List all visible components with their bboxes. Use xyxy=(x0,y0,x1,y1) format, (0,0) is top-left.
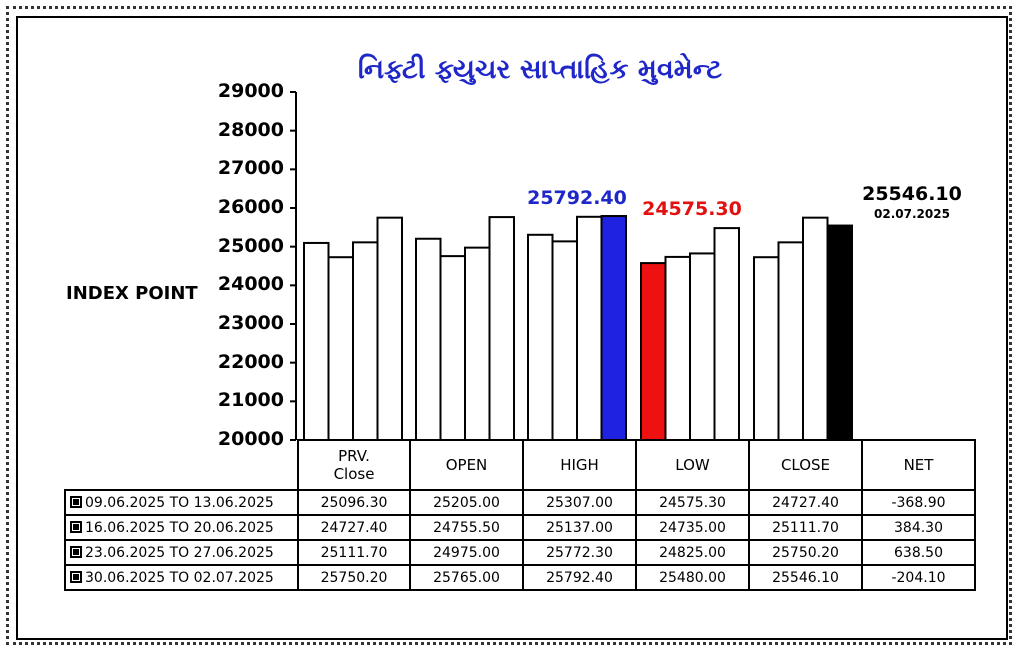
table-cell: 638.50 xyxy=(861,539,976,566)
bar-high-week-4 xyxy=(600,215,627,441)
y-tick-label: 26000 xyxy=(217,196,284,218)
chart-frame xyxy=(16,16,1008,640)
y-tick-label: 23000 xyxy=(217,312,284,334)
table-cell: 25765.00 xyxy=(409,564,524,591)
header-high: HIGH xyxy=(522,439,637,491)
legend-square-icon xyxy=(70,520,82,533)
header-low: LOW xyxy=(635,439,750,491)
close-date-annotation: 02.07.2025 xyxy=(874,207,950,221)
bar-close-week-4 xyxy=(826,224,853,441)
table-cell: 24727.40 xyxy=(748,489,863,516)
y-tick-label: 29000 xyxy=(217,80,284,102)
bar-high-week-2 xyxy=(551,240,578,441)
low-annotation: 24575.30 xyxy=(642,198,742,220)
table-row: 30.06.2025 TO 02.07.2025 25750.20 25765.… xyxy=(64,564,976,591)
row-label-text: 16.06.2025 TO 20.06.2025 xyxy=(85,519,274,536)
y-axis-label: INDEX POINT xyxy=(66,283,198,304)
legend-square-icon xyxy=(70,495,82,508)
dotted-frame xyxy=(6,6,1012,645)
table-cell: 24575.30 xyxy=(635,489,750,516)
bar-low-week-4 xyxy=(713,227,740,441)
bar-open-week-2 xyxy=(439,255,466,441)
table-cell: 24825.00 xyxy=(635,539,750,566)
table-cell: 25750.20 xyxy=(748,539,863,566)
bar-prv-close-week-1 xyxy=(303,241,330,441)
header-open: OPEN xyxy=(409,439,524,491)
table-header-row: PRV. Close OPEN HIGH LOW CLOSE NET xyxy=(65,439,976,491)
table-cell: 384.30 xyxy=(861,514,976,541)
table-cell: 25111.70 xyxy=(297,539,411,566)
high-annotation: 25792.40 xyxy=(527,187,627,209)
row-label-text: 23.06.2025 TO 27.06.2025 xyxy=(85,544,274,561)
bar-high-week-1 xyxy=(527,233,554,441)
bar-high-week-3 xyxy=(576,215,603,441)
legend-square-icon xyxy=(70,545,82,558)
bar-low-week-1 xyxy=(640,262,667,442)
header-prv-close: PRV. Close xyxy=(297,439,411,491)
y-tick-label: 20000 xyxy=(217,428,284,450)
header-prv-close-label: PRV. Close xyxy=(333,447,375,483)
header-close: CLOSE xyxy=(748,439,863,491)
bar-open-week-3 xyxy=(464,246,491,441)
table-corner xyxy=(65,440,298,490)
table-cell: 25096.30 xyxy=(297,489,411,516)
bar-prv-close-week-3 xyxy=(352,241,379,441)
table-cell: -204.10 xyxy=(861,564,976,591)
table-cell: 25772.30 xyxy=(522,539,637,566)
data-table: PRV. Close OPEN HIGH LOW CLOSE NET 09.06… xyxy=(64,439,976,591)
bar-low-week-3 xyxy=(689,252,716,441)
table-cell: -368.90 xyxy=(861,489,976,516)
row-label: 09.06.2025 TO 13.06.2025 xyxy=(64,489,299,516)
y-tick-label: 21000 xyxy=(217,389,284,412)
table-cell: 24975.00 xyxy=(409,539,524,566)
table-cell: 24727.40 xyxy=(297,514,411,541)
table-cell: 25137.00 xyxy=(522,514,637,541)
table-cell: 25205.00 xyxy=(409,489,524,516)
bar-open-week-4 xyxy=(488,216,515,441)
table-cell: 25111.70 xyxy=(748,514,863,541)
bar-close-week-2 xyxy=(777,241,804,441)
y-tick-label: 28000 xyxy=(217,118,284,141)
row-label-text: 30.06.2025 TO 02.07.2025 xyxy=(85,569,274,586)
table-row: 23.06.2025 TO 27.06.2025 25111.70 24975.… xyxy=(64,539,976,566)
bar-prv-close-week-4 xyxy=(376,216,403,441)
table-row: 09.06.2025 TO 13.06.2025 25096.30 25205.… xyxy=(64,489,976,516)
bar-prv-close-week-2 xyxy=(327,256,354,442)
bar-low-week-2 xyxy=(664,255,691,441)
table-row: 16.06.2025 TO 20.06.2025 24727.40 24755.… xyxy=(64,514,976,541)
row-label: 16.06.2025 TO 20.06.2025 xyxy=(64,514,299,541)
row-label-text: 09.06.2025 TO 13.06.2025 xyxy=(85,494,274,511)
chart-title: નિફ્ટી ફ્યુચર સાપ્તાહિક મુવમેન્ટ xyxy=(357,54,723,85)
table-cell: 24755.50 xyxy=(409,514,524,541)
table-cell: 25750.20 xyxy=(297,564,411,591)
bar-open-week-1 xyxy=(415,237,442,441)
bar-close-week-3 xyxy=(802,216,829,441)
y-tick-label: 24000 xyxy=(217,273,284,296)
y-tick-label: 27000 xyxy=(217,157,284,180)
row-label: 23.06.2025 TO 27.06.2025 xyxy=(64,539,299,566)
table-cell: 25546.10 xyxy=(748,564,863,591)
bar-close-week-1 xyxy=(753,256,780,442)
table-cell: 25792.40 xyxy=(522,564,637,591)
table-cell: 25480.00 xyxy=(635,564,750,591)
y-tick-label: 25000 xyxy=(217,234,284,257)
header-net: NET xyxy=(861,439,976,491)
row-label: 30.06.2025 TO 02.07.2025 xyxy=(64,564,299,591)
table-cell: 25307.00 xyxy=(522,489,637,516)
close-annotation: 25546.10 xyxy=(862,183,962,205)
legend-square-icon xyxy=(70,570,82,583)
table-cell: 24735.00 xyxy=(635,514,750,541)
y-tick-label: 22000 xyxy=(217,350,284,373)
